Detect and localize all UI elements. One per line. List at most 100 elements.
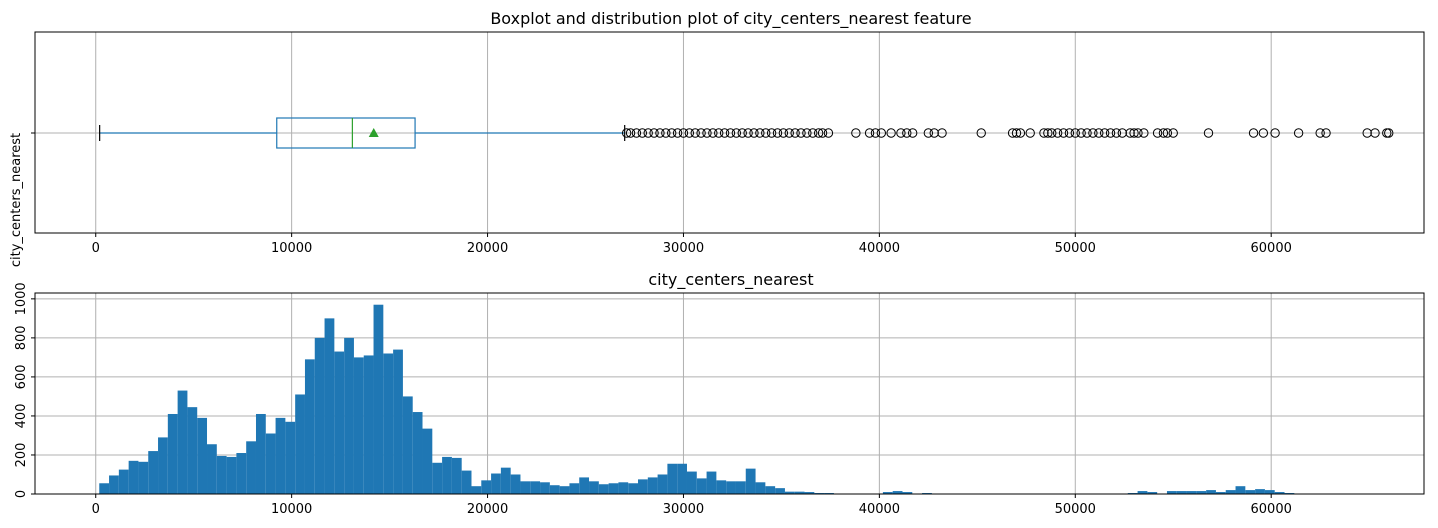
histogram-bar	[363, 355, 374, 494]
boxplot-outlier	[625, 128, 636, 138]
boxplot-outlier	[1384, 128, 1394, 138]
boxplot-outlier	[907, 128, 918, 138]
histogram-y-tick-label: 200	[14, 443, 29, 468]
histogram-bar	[784, 491, 795, 494]
histogram-bar	[1196, 491, 1207, 494]
boxplot-outlier	[672, 128, 683, 138]
boxplot-outlier	[1258, 128, 1269, 138]
histogram-x-tick-label: 10000	[271, 502, 312, 517]
histogram-bar	[882, 492, 893, 494]
histogram-bar	[598, 484, 609, 494]
boxplot-x-tick-label: 10000	[271, 241, 312, 256]
boxplot-outlier	[1152, 128, 1163, 138]
boxplot-outlier	[719, 128, 730, 138]
boxplot-outlier	[737, 128, 747, 138]
boxplot-outlier	[643, 128, 653, 138]
boxplot-outlier	[1162, 128, 1173, 138]
boxplot-outlier	[1133, 128, 1143, 138]
boxplot-outlier	[1158, 128, 1169, 138]
histogram-bar	[667, 463, 678, 494]
boxplot-outlier	[1088, 128, 1098, 138]
boxplot-outlier	[1105, 128, 1116, 138]
histogram-bar	[500, 467, 511, 494]
boxplot-outlier	[696, 128, 706, 138]
boxplot-outlier	[1125, 128, 1135, 138]
boxplot-outlier	[1025, 128, 1035, 138]
boxplot-outlier	[1270, 128, 1280, 138]
boxplot-outlier	[714, 128, 724, 138]
histogram-bar	[765, 486, 776, 494]
histogram-bar	[177, 390, 188, 494]
boxplot-outlier	[1248, 128, 1259, 138]
histogram-bar	[167, 413, 178, 494]
histogram-bar	[138, 461, 149, 494]
histogram-bar	[255, 413, 266, 494]
boxplot-outlier	[802, 128, 812, 138]
boxplot-outlier	[896, 128, 906, 138]
histogram-bar	[1176, 491, 1187, 494]
histogram-bar	[353, 357, 364, 494]
histogram-bar	[226, 456, 237, 494]
boxplot-outlier	[678, 128, 689, 138]
histogram-bar	[128, 460, 139, 494]
boxplot-outlier	[684, 128, 695, 138]
histogram-bar	[373, 304, 384, 494]
histogram-bar	[638, 479, 648, 494]
histogram-bar	[481, 480, 492, 494]
boxplot-outlier	[808, 128, 818, 138]
boxplot-outlier	[1015, 128, 1026, 138]
histogram-y-ticks: 0 200 400 600 800 1000	[14, 282, 35, 498]
histogram-bar	[334, 351, 345, 494]
boxplot-outlier	[1168, 128, 1178, 138]
histogram-bar	[677, 463, 687, 494]
boxplot-outlier	[851, 128, 861, 138]
boxplot-outlier	[702, 128, 712, 138]
boxplot-outlier	[886, 128, 896, 138]
boxplot-title: Boxplot and distribution plot of city_ce…	[490, 9, 971, 29]
histogram-bar	[618, 482, 629, 494]
histogram-bar	[647, 477, 658, 494]
boxplot-x-tick-label: 50000	[1055, 241, 1096, 256]
histogram-x-tick-label: 60000	[1251, 502, 1292, 517]
boxplot-panel: Boxplot and distribution plot of city_ce…	[9, 9, 1425, 267]
histogram-bar	[569, 483, 580, 494]
boxplot-outlier	[1007, 128, 1018, 138]
histogram-bar	[520, 481, 531, 494]
histogram-bar	[1245, 490, 1256, 494]
boxplot-outlier	[1139, 128, 1149, 138]
boxplot-x-tick-label: 30000	[663, 241, 704, 256]
histogram-x-tick-label: 20000	[467, 502, 508, 517]
histogram-bar	[804, 492, 815, 494]
boxplot-outlier	[690, 128, 700, 138]
boxplot-outlier	[761, 128, 771, 138]
boxplot-outlier	[772, 128, 783, 138]
histogram-y-tick-label: 600	[14, 364, 29, 389]
boxplot-outlier	[937, 128, 947, 138]
boxplot-outlier	[796, 128, 806, 138]
histogram-bar	[775, 488, 785, 494]
histogram-bar	[628, 483, 639, 494]
histogram-bar	[686, 471, 697, 494]
boxplot-outlier	[929, 128, 939, 138]
histogram-x-tick-label: 50000	[1055, 502, 1096, 517]
boxplot-outlier	[1064, 128, 1075, 138]
boxplot-x-tick-label: 40000	[859, 241, 900, 256]
histogram-bar	[402, 396, 413, 494]
boxplot-outlier	[1011, 128, 1022, 138]
histogram-bar	[1255, 489, 1265, 494]
histogram-bar	[1166, 491, 1177, 494]
histogram-bar	[706, 471, 717, 494]
histogram-bar	[187, 407, 198, 494]
boxplot-outlier	[667, 128, 677, 138]
boxplot-mean-marker	[368, 128, 379, 137]
boxplot-x-tick-label: 0	[92, 241, 100, 256]
histogram-bar	[726, 481, 736, 494]
boxplot-outlier	[1117, 128, 1127, 138]
histogram-bar	[579, 477, 590, 494]
histogram-bar	[1147, 492, 1158, 494]
boxplot-outlier	[1070, 128, 1080, 138]
boxplot-outlier	[725, 128, 736, 138]
histogram-bars	[99, 304, 1295, 494]
histogram-bar	[549, 485, 560, 494]
histogram-bar	[892, 491, 903, 494]
